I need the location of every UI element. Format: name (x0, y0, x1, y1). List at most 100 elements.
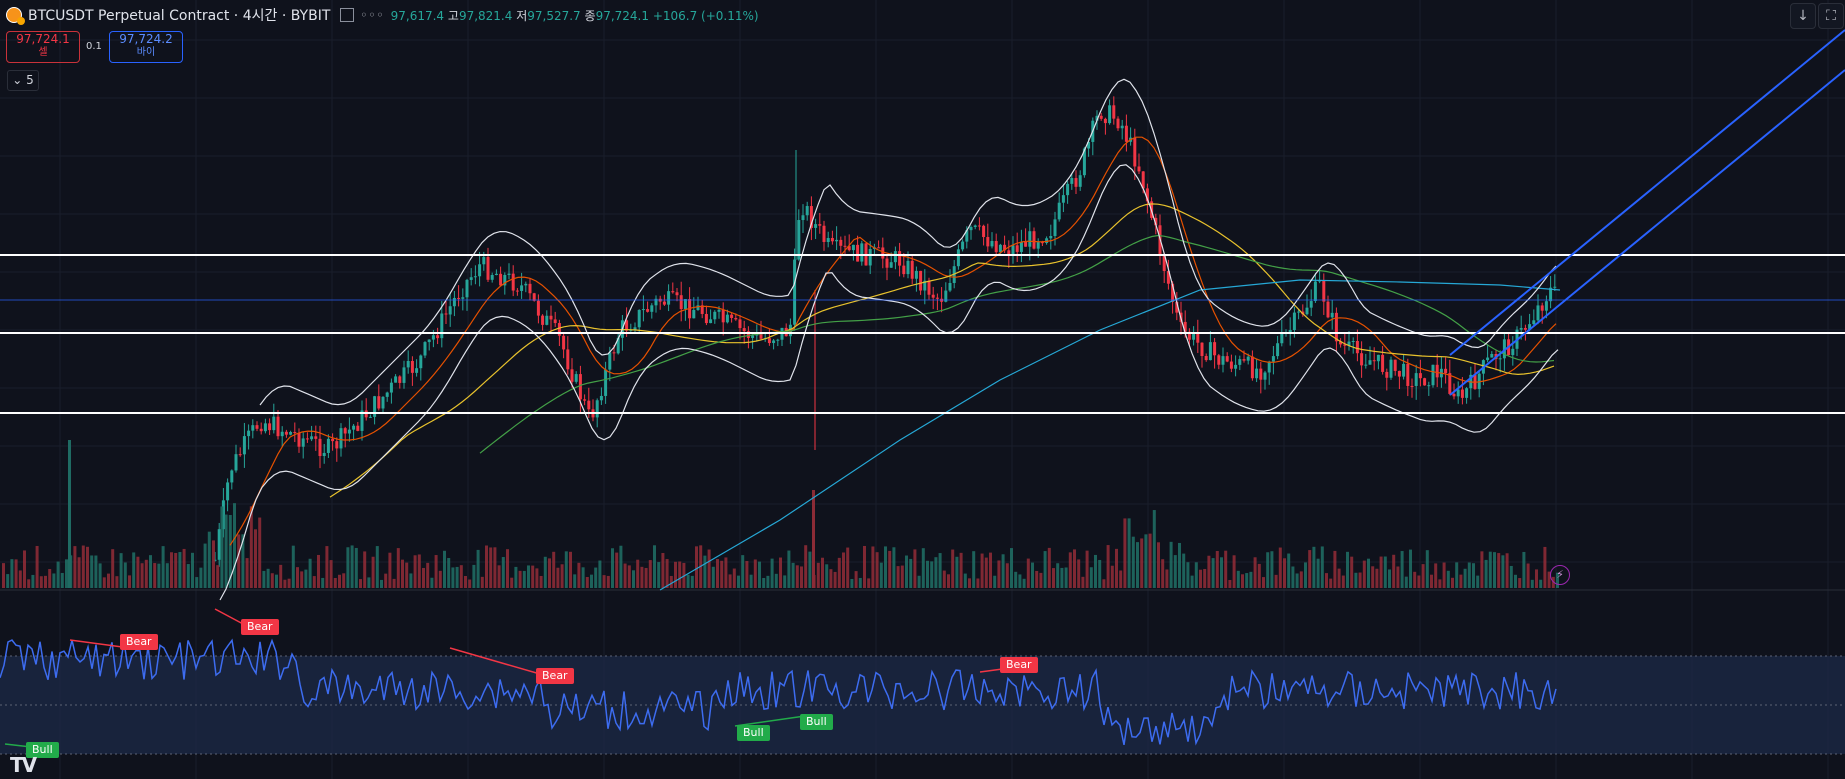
candle-body (877, 247, 881, 249)
candle-body (1108, 105, 1112, 124)
volume-bar (510, 577, 514, 588)
scroll-down-icon[interactable]: ↓ (1790, 3, 1816, 29)
volume-bar (48, 569, 52, 588)
volume-bar (430, 577, 434, 588)
change-value: +106.7 (+0.11%) (652, 8, 759, 23)
candle-body (1523, 327, 1527, 330)
candle-body (1452, 393, 1456, 397)
volume-bar (942, 570, 946, 588)
candle-body (738, 319, 742, 329)
volume-bar (1354, 572, 1358, 588)
volume-bar (60, 572, 64, 588)
volume-bar (1522, 551, 1526, 588)
volume-bar (228, 514, 232, 588)
candle-body (1372, 360, 1376, 362)
volume-bar (497, 565, 501, 588)
candle-body (751, 335, 755, 338)
symbol-title[interactable]: BTCUSDT Perpetual Contract · 4시간 · BYBIT (28, 8, 331, 24)
volume-bar (619, 545, 623, 588)
candle-body (1540, 305, 1544, 311)
ohlc-values: 97,617.4 고97,821.4 저97,527.7 종97,724.1 +… (391, 7, 759, 24)
volume-bar (1442, 562, 1446, 588)
candle-body (982, 225, 986, 238)
volume-bar (1262, 577, 1265, 588)
volume-bar (531, 565, 535, 588)
volume-bar (81, 545, 85, 588)
candle-body (557, 323, 561, 336)
ma-line (479, 234, 1555, 454)
candle-body (1162, 254, 1166, 272)
candle-body (402, 367, 406, 383)
volume-bar (417, 554, 421, 588)
candle-body (352, 425, 356, 430)
volume-bar (438, 570, 442, 588)
fullscreen-icon[interactable]: ⛶ (1818, 3, 1844, 29)
volume-bar (816, 562, 820, 588)
volume-bar (241, 534, 245, 588)
volume-bar (468, 579, 472, 588)
volume-bar (1543, 546, 1547, 588)
candle-body (730, 314, 734, 318)
candle-body (994, 241, 998, 253)
candle-body (255, 425, 259, 429)
candle-body (1288, 329, 1292, 333)
candle-body (608, 352, 612, 370)
indicators-toggle[interactable]: ⌄ 5 (7, 70, 39, 91)
volume-bar (128, 575, 131, 588)
candle-body (1045, 238, 1049, 244)
candle-body (293, 432, 297, 434)
volume-bar (443, 550, 446, 588)
volume-bar (1241, 574, 1244, 588)
candle-body (801, 215, 805, 221)
volume-bar (1081, 576, 1085, 588)
volume-bar (170, 552, 173, 588)
volume-bar (1367, 558, 1370, 588)
volume-bar (1312, 546, 1316, 588)
volume-bar (1341, 575, 1345, 588)
volume-bar (728, 574, 732, 588)
volume-bar (153, 563, 157, 588)
sell-button[interactable]: 97,724.1 셀 (6, 31, 80, 63)
volume-bar (1010, 548, 1013, 588)
candle-body (1511, 348, 1515, 356)
tradingview-logo[interactable]: TV (10, 753, 37, 777)
candle-body (1364, 364, 1368, 366)
candle-body (276, 416, 280, 437)
volume-bar (842, 552, 845, 588)
volume-bar (984, 557, 988, 588)
candle-body (1036, 242, 1040, 249)
candle-body (1502, 339, 1506, 359)
candle-body (797, 220, 801, 260)
candle-body (1246, 356, 1250, 361)
candle-body (1078, 175, 1082, 187)
volume-bar (1434, 563, 1438, 588)
buy-button[interactable]: 97,724.2 바이 (109, 31, 183, 63)
candle-body (1200, 342, 1204, 356)
candle-body (725, 314, 729, 323)
volume-bar (321, 577, 325, 588)
volume-bar (615, 552, 619, 588)
more-options-icon[interactable]: ◦◦◦ (360, 8, 385, 22)
volume-bar (1047, 547, 1051, 588)
volume-bar (464, 576, 467, 588)
candle-body (1448, 373, 1452, 394)
bollinger-lower (219, 164, 1559, 601)
volume-bar (338, 574, 341, 588)
flag-icon[interactable] (340, 8, 355, 22)
candle-body (599, 395, 603, 401)
volume-bar (1022, 578, 1026, 588)
candle-body (1183, 321, 1187, 332)
lightning-icon[interactable]: ⚡ (1550, 565, 1570, 585)
candle-body (272, 416, 276, 431)
candle-body (251, 425, 255, 431)
candle-body (549, 315, 553, 320)
candle-body (998, 244, 1002, 253)
volume-bar (1379, 556, 1383, 588)
volume-bar (18, 570, 22, 588)
volume-bar (653, 545, 656, 588)
volume-bar (955, 556, 959, 588)
buy-price: 97,724.2 (119, 32, 173, 46)
candle-body (1355, 341, 1359, 354)
candle-body (1326, 301, 1330, 318)
